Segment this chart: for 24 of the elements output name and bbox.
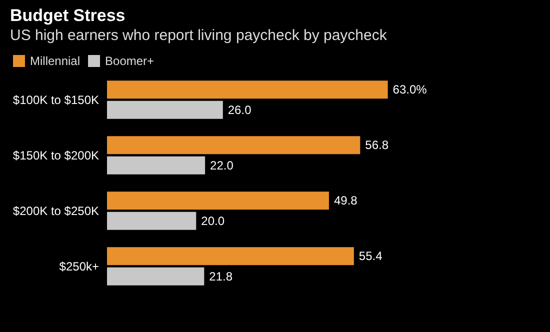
chart-title: Budget Stress	[10, 6, 126, 25]
data-label: 22.0	[210, 158, 234, 172]
y-tick-label: $150K to $200K	[12, 148, 99, 162]
data-label: 26.0	[228, 102, 252, 117]
y-tick-label: $200K to $250K	[12, 204, 99, 218]
chart-subtitle: US high earners who report living paycheck by paycheck	[10, 27, 388, 44]
data-label: 20.0	[201, 214, 225, 228]
data-label: 56.8	[365, 138, 389, 152]
legend-label: Boomer+	[105, 54, 154, 68]
data-label: 63.0%	[392, 82, 428, 97]
data-label: 55.4	[358, 249, 383, 264]
data-label: 49.8	[334, 194, 358, 208]
legend-label: Millennial	[30, 54, 80, 68]
bar	[107, 212, 196, 230]
bar	[107, 267, 204, 286]
bar	[107, 247, 354, 266]
bar	[107, 136, 360, 154]
bar	[107, 80, 388, 99]
bar	[107, 100, 223, 119]
y-tick-label: $250k+	[59, 259, 99, 274]
bar	[107, 192, 329, 210]
data-label: 21.8	[209, 269, 233, 284]
bar	[107, 156, 206, 174]
y-tick-label: $100K to $150K	[12, 92, 99, 107]
